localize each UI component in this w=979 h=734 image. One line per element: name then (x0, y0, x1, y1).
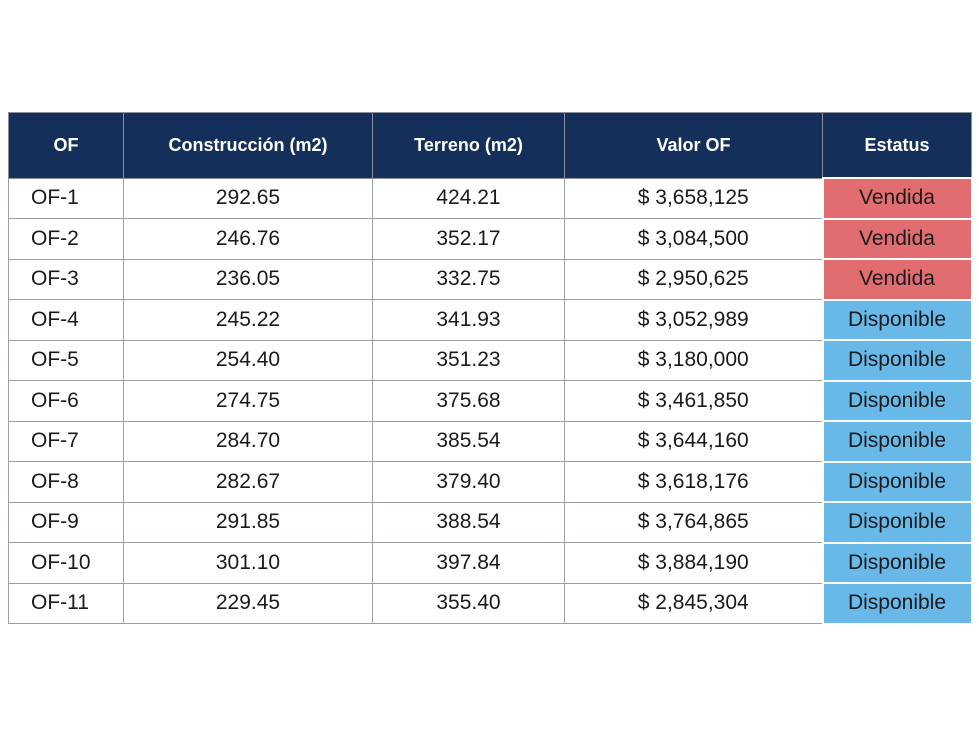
status-cell: Disponible (821, 501, 973, 544)
table-cell: 274.75 (123, 380, 373, 422)
table-cell: OF-11 (8, 582, 124, 624)
table-cell: OF-3 (8, 258, 124, 300)
table-row: OF-8 282.67 379.40 $ 3,618,176 Disponible (8, 460, 973, 503)
table-cell: OF-5 (8, 339, 124, 381)
header-cell: Construcción (m2) (123, 112, 373, 179)
table-cell: $ 3,764,865 (564, 501, 823, 543)
table-cell: 355.40 (372, 582, 565, 624)
status-cell: Disponible (821, 541, 973, 584)
table-cell: 424.21 (372, 177, 565, 219)
header-cell: OF (8, 112, 124, 179)
table-cell: 388.54 (372, 501, 565, 543)
table-cell: OF-6 (8, 380, 124, 422)
table-cell: OF-2 (8, 218, 124, 260)
status-cell: Disponible (821, 420, 973, 463)
status-cell: Vendida (821, 217, 973, 260)
table-cell: 229.45 (123, 582, 373, 624)
table-cell: 351.23 (372, 339, 565, 381)
header-row: OF Construcción (m2) Terreno (m2) Valor OF E… (8, 112, 972, 179)
status-cell: Disponible (821, 298, 973, 341)
header-cell: Estatus (822, 112, 972, 179)
table-cell: OF-8 (8, 461, 124, 503)
status-cell: Vendida (821, 258, 973, 301)
table-cell: 385.54 (372, 420, 565, 462)
status-cell: Disponible (821, 379, 973, 422)
table-cell: 284.70 (123, 420, 373, 462)
table-cell: $ 3,658,125 (564, 177, 823, 219)
header-cell: Terreno (m2) (372, 112, 565, 179)
table-cell: $ 2,845,304 (564, 582, 823, 624)
table-cell: OF-10 (8, 542, 124, 584)
table-row: OF-9 291.85 388.54 $ 3,764,865 Disponible (8, 501, 973, 544)
table-row: OF-7 284.70 385.54 $ 3,644,160 Disponible (8, 420, 973, 463)
status-cell: Vendida (821, 177, 973, 220)
table-cell: $ 3,180,000 (564, 339, 823, 381)
table-cell: $ 3,461,850 (564, 380, 823, 422)
table-cell: $ 3,644,160 (564, 420, 823, 462)
table-cell: 301.10 (123, 542, 373, 584)
table-cell: $ 2,950,625 (564, 258, 823, 300)
table-cell: OF-7 (8, 420, 124, 462)
table-cell: 236.05 (123, 258, 373, 300)
table-cell: $ 3,084,500 (564, 218, 823, 260)
status-cell: Disponible (821, 339, 973, 382)
table-cell: 352.17 (372, 218, 565, 260)
table-cell: 246.76 (123, 218, 373, 260)
table-cell: 292.65 (123, 177, 373, 219)
table-cell: 254.40 (123, 339, 373, 381)
table-row: OF-10 301.10 397.84 $ 3,884,190 Disponible (8, 541, 973, 584)
table-row: OF-2 246.76 352.17 $ 3,084,500 Vendida (8, 217, 973, 260)
table-cell: 397.84 (372, 542, 565, 584)
table-row: OF-3 236.05 332.75 $ 2,950,625 Vendida (8, 258, 973, 301)
table-row: OF-11 229.45 355.40 $ 2,845,304 Disponible (8, 582, 973, 625)
table-cell: $ 3,618,176 (564, 461, 823, 503)
status-cell: Disponible (821, 460, 973, 503)
table-row: OF-1 292.65 424.21 $ 3,658,125 Vendida (8, 177, 973, 220)
table-cell: OF-9 (8, 501, 124, 543)
table-row: OF-4 245.22 341.93 $ 3,052,989 Disponible (8, 298, 973, 341)
table-cell: 291.85 (123, 501, 373, 543)
table-cell: $ 3,052,989 (564, 299, 823, 341)
table-cell: 332.75 (372, 258, 565, 300)
table-cell: 379.40 (372, 461, 565, 503)
data-table: OF Construcción (m2) Terreno (m2) Valor OF E… (8, 112, 973, 625)
table-cell: OF-4 (8, 299, 124, 341)
table-cell: 341.93 (372, 299, 565, 341)
table-row: OF-5 254.40 351.23 $ 3,180,000 Disponible (8, 339, 973, 382)
header-cell: Valor OF (564, 112, 823, 179)
status-cell: Disponible (821, 582, 973, 625)
table-row: OF-6 274.75 375.68 $ 3,461,850 Disponible (8, 379, 973, 422)
table-cell: $ 3,884,190 (564, 542, 823, 584)
table-cell: OF-1 (8, 177, 124, 219)
table-cell: 245.22 (123, 299, 373, 341)
table-cell: 375.68 (372, 380, 565, 422)
table-cell: 282.67 (123, 461, 373, 503)
